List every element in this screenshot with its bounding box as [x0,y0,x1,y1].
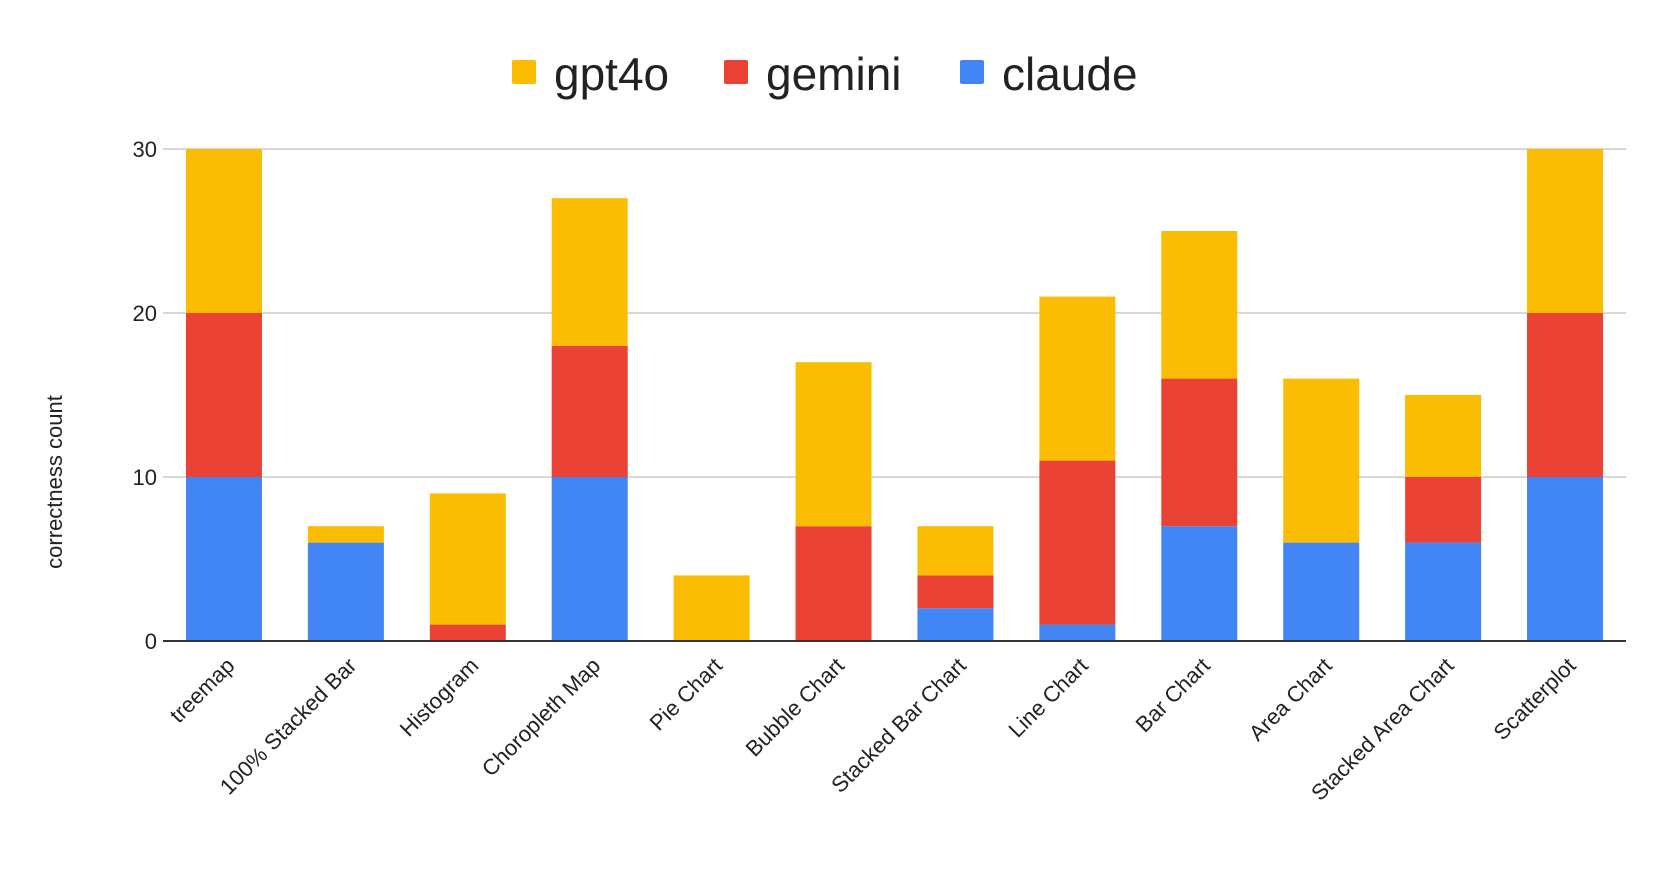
legend-swatch-claude [960,60,984,84]
bar-segment-gemini [429,624,506,641]
bar-segment-gpt4o [795,362,872,527]
legend-swatch-gemini [724,60,748,84]
bar-segment-gpt4o [917,526,994,576]
x-tick-label: Line Chart [1003,653,1092,742]
legend: gpt4o gemini claude [512,48,1138,100]
y-axis-ticks: 0 10 20 30 [133,137,157,654]
bar-segment-gemini [1527,313,1604,477]
bar-segment-claude [1161,526,1238,641]
x-tick-label: Area Chart [1244,653,1337,746]
y-tick-label: 0 [145,629,157,654]
bar-segment-claude [1283,542,1360,641]
bar-segment-gpt4o [1283,378,1360,543]
bar-segment-gemini [551,345,628,477]
legend-label-claude: claude [1002,48,1138,100]
bar-segment-gpt4o [1161,231,1238,379]
legend-label-gpt4o: gpt4o [554,48,669,100]
x-tick-label: Pie Chart [645,653,728,736]
x-tick-label: Scatterplot [1489,653,1581,745]
y-tick-label: 30 [133,137,157,162]
x-tick-label: Histogram [395,653,484,742]
x-tick-label: 100% Stacked Bar [215,653,362,800]
bar-segment-gpt4o [1405,395,1482,477]
bar-segment-gemini [185,313,262,477]
y-tick-label: 20 [133,301,157,326]
bar-segment-claude [1527,477,1604,641]
bar-segment-gpt4o [551,198,628,346]
bar-segment-gpt4o [1039,296,1116,461]
x-tick-label: Bar Chart [1131,653,1215,737]
bar-segment-gemini [795,526,872,641]
bar-segment-gpt4o [307,526,384,543]
bar-segment-claude [1405,542,1482,641]
bar-segment-claude [185,477,262,641]
bar-segment-gemini [1161,378,1238,527]
bar-segment-claude [551,477,628,641]
bar-segment-gpt4o [185,149,262,313]
bars [185,149,1604,641]
x-tick-label: Bubble Chart [741,653,849,761]
bar-segment-claude [917,608,994,641]
y-axis-title: correctness count [42,395,67,569]
bar-segment-claude [1039,624,1116,641]
bar-segment-gemini [1039,460,1116,625]
gridlines [163,148,1626,478]
bar-segment-gpt4o [429,493,506,625]
bar-segment-gpt4o [1527,149,1604,313]
x-tick-label: Choropleth Map [477,653,605,781]
bar-segment-gemini [917,575,994,609]
bar-segment-gemini [1405,477,1482,543]
bar-segment-gpt4o [673,575,750,641]
legend-label-gemini: gemini [766,48,902,100]
x-tick-label: Stacked Bar Chart [826,653,971,798]
x-tick-label: treemap [165,653,240,728]
y-tick-label: 10 [133,465,157,490]
legend-swatch-gpt4o [512,60,536,84]
bar-segment-claude [307,542,384,641]
